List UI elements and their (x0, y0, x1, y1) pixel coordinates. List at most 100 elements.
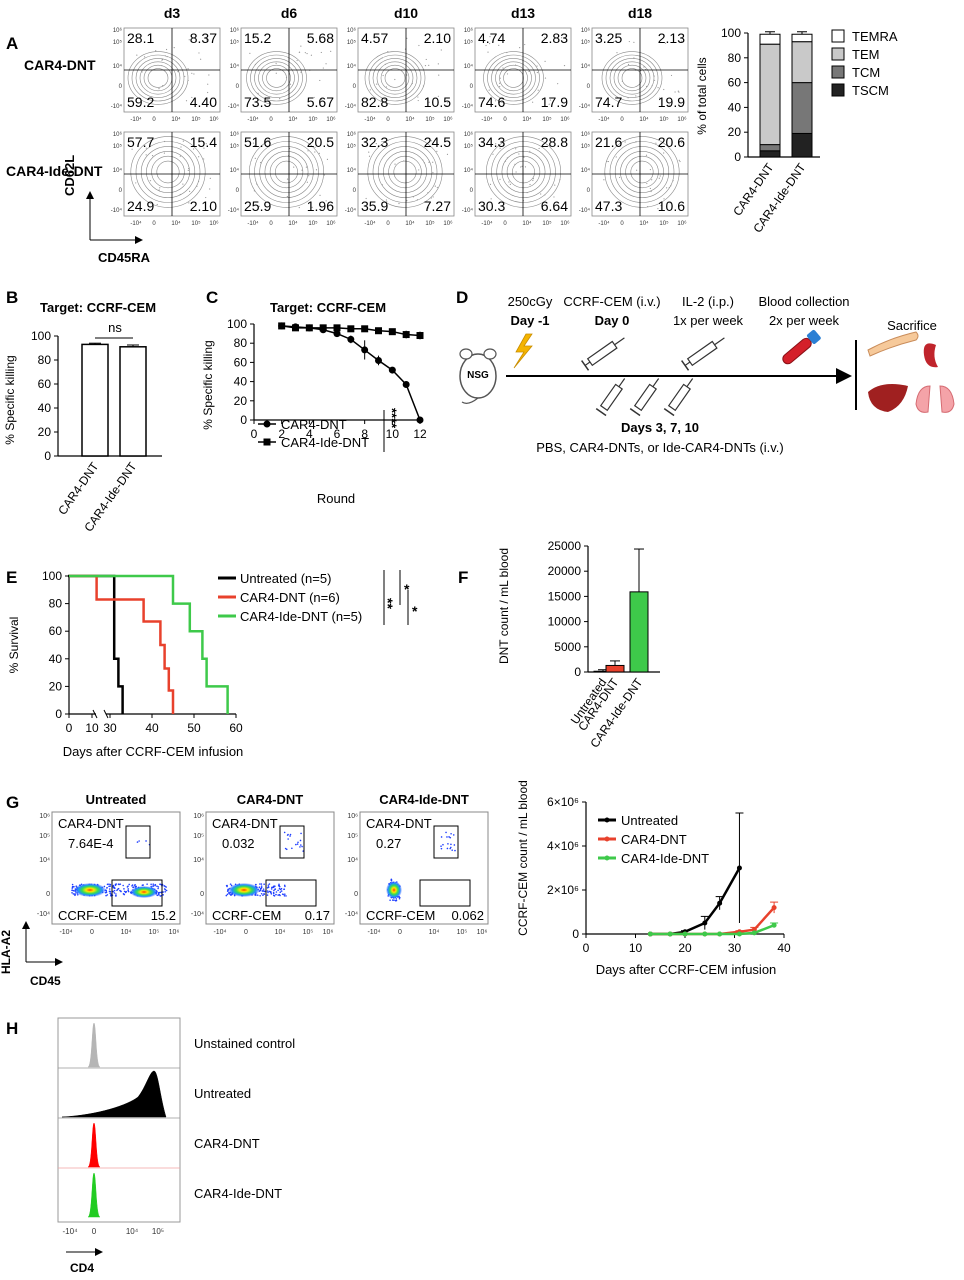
event-dot (385, 199, 388, 201)
quadrant-value-upper-left: 4.74 (478, 30, 505, 46)
event-dot (515, 171, 517, 173)
x-tick-label: 10⁶ (169, 929, 180, 936)
x-tick-label: -10⁴ (213, 929, 226, 936)
data-point (771, 922, 777, 928)
event-dot (526, 191, 528, 194)
data-point (375, 327, 382, 335)
quadrant-value-lower-right: 7.27 (424, 198, 451, 214)
x-tick-label: 10⁵ (308, 116, 318, 123)
y-tick-label: 10⁴ (113, 167, 123, 174)
y-tick-label: 10⁴ (230, 167, 240, 174)
panel-g: G Untreated CAR4-DNT 7.64E-4 CCRF-CEM 15.2 10… (0, 792, 489, 988)
data-point (402, 331, 410, 339)
quadrant-value-upper-right: 20.6 (658, 134, 685, 150)
event-dot (635, 95, 637, 97)
contour-line (506, 155, 541, 189)
contour-line (147, 68, 169, 88)
event-dot (306, 52, 308, 55)
event-dot (655, 142, 657, 144)
contour-line (264, 151, 309, 194)
event-dot (636, 169, 638, 171)
event-dot (162, 891, 165, 893)
event-dot (375, 143, 377, 145)
event-dot (422, 159, 424, 161)
y-tick-label: -10⁴ (191, 911, 204, 918)
data-point (717, 900, 723, 906)
contour-plot: 57.7 15.4 24.9 2.10 10⁶ 10⁵ 10⁴ 0 -10⁴ -10⁴ 0 10⁴ 10… (111, 131, 221, 227)
contour-line (258, 61, 295, 95)
event-dot (173, 46, 175, 49)
legend-swatch (831, 83, 845, 97)
event-dot (128, 883, 131, 886)
event-dot (252, 142, 255, 144)
event-dot (437, 63, 439, 65)
event-dot (424, 64, 427, 67)
y-tick-label: 10⁵ (464, 39, 474, 46)
event-dot (154, 884, 156, 887)
event-dot (627, 97, 629, 99)
contour-line (483, 51, 544, 105)
bar-segment-tscm (759, 150, 781, 158)
event-dot (488, 89, 490, 91)
event-dot (228, 892, 230, 895)
event-dot (365, 197, 367, 200)
y-axis-label: % Specific killing (3, 355, 17, 444)
y-tick-label: -10⁴ (462, 103, 474, 110)
histogram-peak (87, 1022, 101, 1068)
event-dot (112, 884, 115, 887)
legend-label: TCM (852, 65, 880, 80)
event-dot (387, 50, 389, 53)
y-tick-label: 0 (119, 188, 123, 194)
panel-e-survival-chart: E % Survival Days after CCRF-CEM infusio… (6, 568, 418, 759)
y-tick-label: 80 (38, 353, 52, 367)
significance-stars: ** (380, 598, 396, 609)
y-tick-label: 10⁵ (113, 143, 123, 150)
event-dot (670, 74, 673, 77)
x-tick-label: 0 (386, 117, 390, 123)
event-dot (158, 189, 160, 191)
event-dot (182, 140, 184, 142)
event-dot (159, 883, 161, 886)
x-tick-label: 0 (269, 221, 273, 227)
event-dot (509, 183, 511, 185)
event-dot (122, 884, 124, 887)
event-dot (680, 142, 683, 144)
quadrant-value-lower-right: 10.5 (424, 94, 451, 110)
event-dot (304, 52, 306, 54)
contour-line (604, 136, 680, 208)
y-tick-label: -10⁴ (579, 103, 591, 110)
y-tick-label: 10⁶ (464, 131, 474, 138)
legend-swatch (831, 29, 845, 43)
event-dot (106, 894, 109, 896)
y-tick-label: 20 (38, 425, 52, 439)
gate-car4-dnt (279, 825, 305, 859)
legend-label: CAR4-Ide-DNT (n=5) (240, 609, 362, 624)
gate-label-ccrf-cem: CCRF-CEM (58, 908, 127, 923)
event-dot (423, 162, 425, 164)
y-tick-label: 10⁴ (581, 167, 591, 174)
x-tick-label: 0 (583, 941, 590, 955)
event-dot (647, 205, 649, 208)
panel-b-killing-bar-chart: B Target: CCRF-CEM % Specific killing ns… (3, 288, 162, 534)
event-dot (663, 88, 665, 91)
x-tick-label: 10⁵ (659, 220, 669, 227)
quadrant-value-lower-right: 6.64 (541, 198, 568, 214)
event-dot (286, 178, 289, 180)
y-tick-label: 0 (46, 891, 50, 898)
axis-break-mark (92, 709, 98, 719)
y-tick-label: 0 (734, 150, 741, 164)
event-dot (538, 147, 540, 150)
event-dot (301, 169, 303, 171)
gate-label-car4-dnt: CAR4-DNT (58, 816, 124, 831)
x-tick-label: 10⁶ (209, 116, 219, 123)
data-point (751, 930, 757, 936)
x-tick-label: 10⁵ (191, 116, 201, 123)
event-dot (524, 166, 527, 168)
data-point (278, 322, 286, 330)
event-dot (71, 887, 74, 889)
data-point (388, 328, 396, 336)
quadrant-value-upper-right: 28.8 (541, 134, 568, 150)
contour-line (601, 51, 663, 105)
event-dot (132, 886, 134, 889)
histogram-frame (57, 1017, 181, 1223)
